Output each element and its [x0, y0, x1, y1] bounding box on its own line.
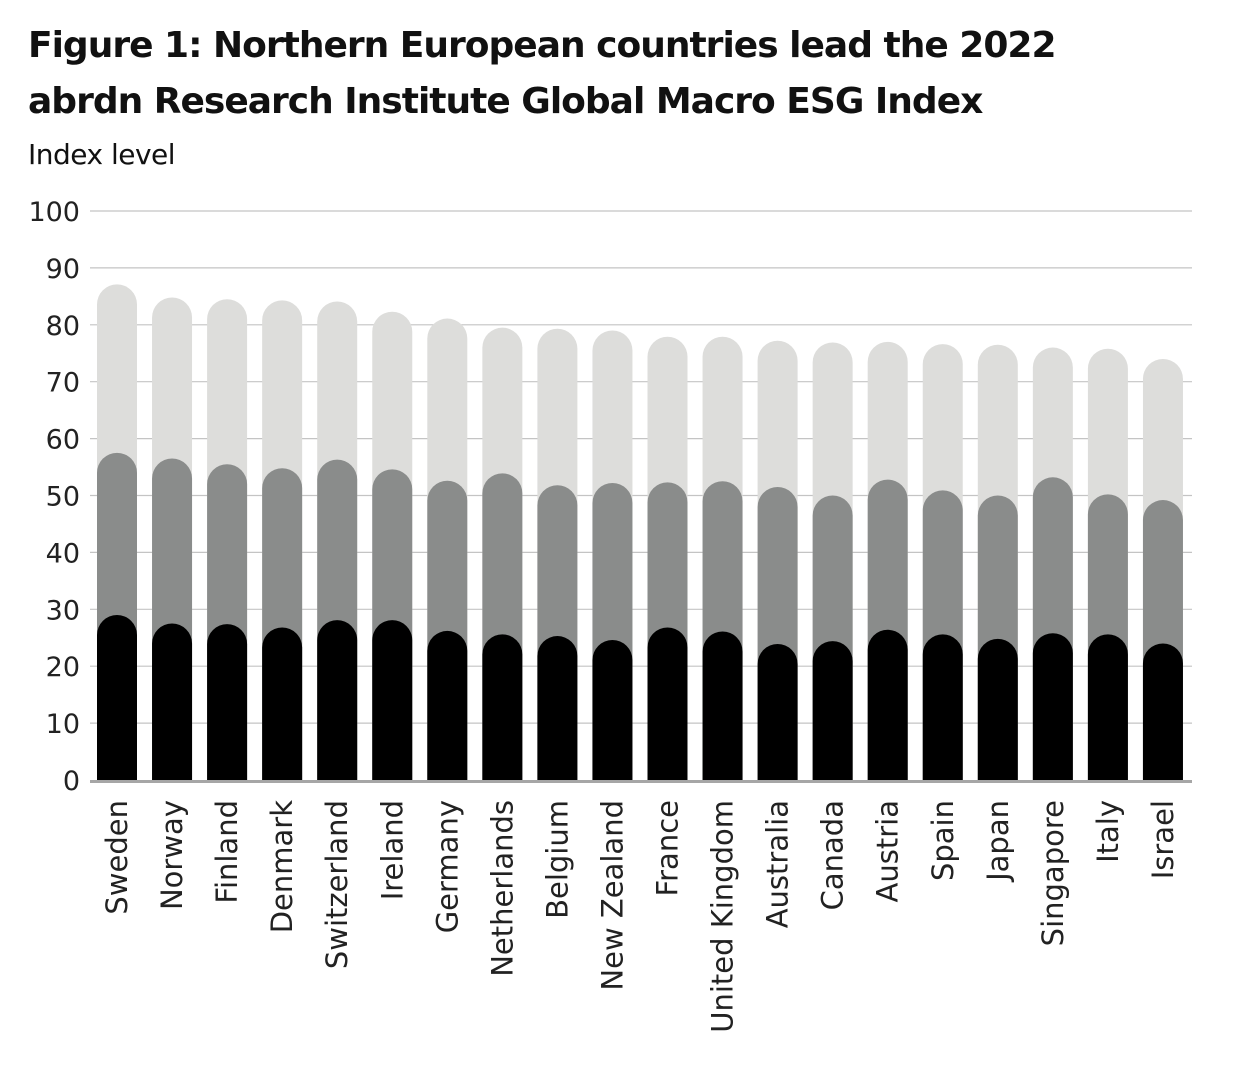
x-tick-label: Switzerland [320, 800, 354, 969]
bar-segment-austria-0 [867, 629, 908, 780]
y-tick-label: 60 [46, 425, 80, 456]
bar-segment-norway-0 [152, 623, 193, 780]
bar-segment-netherlands-0 [482, 634, 523, 780]
x-tick-label: Denmark [265, 800, 299, 933]
y-tick-label: 30 [46, 595, 80, 626]
bar-segment-finland-0 [207, 624, 248, 780]
x-tick-label: Ireland [375, 800, 409, 900]
x-tick-label: Finland [210, 800, 244, 904]
y-tick-label: 90 [46, 254, 80, 285]
chart-title: Figure 1: Northern European countries le… [28, 25, 1057, 122]
bar-segment-israel-0 [1142, 643, 1183, 780]
bar-segment-belgium-0 [537, 636, 578, 780]
bar-segment-germany-0 [427, 630, 468, 780]
x-tick-label: Singapore [1036, 800, 1070, 946]
bar-segment-united-kingdom-0 [702, 631, 743, 780]
bar-segment-france-0 [647, 627, 688, 780]
bar-segment-japan-0 [977, 638, 1018, 780]
bar-segment-spain-0 [922, 634, 963, 780]
y-tick-label: 100 [28, 197, 80, 228]
x-tick-label: Australia [761, 800, 795, 928]
x-tick-label: France [651, 800, 685, 896]
x-tick-label: United Kingdom [706, 800, 740, 1033]
y-tick-label: 50 [46, 482, 80, 513]
y-tick-label: 10 [46, 709, 80, 740]
y-tick-label: 70 [46, 368, 80, 399]
bar-segment-new-zealand-0 [592, 640, 633, 780]
bar-segment-switzerland-0 [317, 620, 358, 780]
x-tick-label: Canada [816, 800, 850, 910]
bar-segment-australia-0 [757, 644, 798, 780]
bar-segment-sweden-0 [97, 614, 137, 780]
x-tick-label: Belgium [540, 800, 574, 919]
bar-segment-denmark-0 [262, 627, 303, 780]
x-tick-labels: Sweden Norway Finland Denmark Switzerland Ire… [100, 800, 1180, 1033]
x-tick-label: Netherlands [485, 800, 519, 977]
x-tick-label: Italy [1091, 800, 1125, 863]
bar-segment-italy-0 [1087, 634, 1128, 780]
x-tick-label: Austria [871, 800, 905, 902]
x-tick-label: Sweden [100, 800, 134, 915]
y-tick-label: 20 [46, 652, 80, 683]
y-tick-label: 0 [63, 766, 80, 797]
y-axis-label: Index level [28, 138, 176, 171]
bar-segment-singapore-0 [1032, 633, 1073, 780]
y-tick-label: 80 [46, 311, 80, 342]
bar-segment-ireland-0 [372, 620, 413, 780]
y-tick-labels: 0 10 20 30 40 50 60 70 80 90 100 [28, 197, 80, 797]
x-tick-label: Germany [430, 800, 464, 933]
bar-segment-canada-0 [812, 641, 853, 780]
bars [97, 284, 1183, 780]
y-tick-label: 40 [46, 538, 80, 569]
x-tick-label: New Zealand [595, 800, 629, 991]
x-tick-label: Spain [926, 800, 960, 881]
gridlines [90, 210, 1192, 724]
x-tick-label: Norway [155, 800, 189, 910]
x-tick-label: Japan [981, 800, 1015, 883]
x-tick-label: Israel [1146, 800, 1180, 879]
